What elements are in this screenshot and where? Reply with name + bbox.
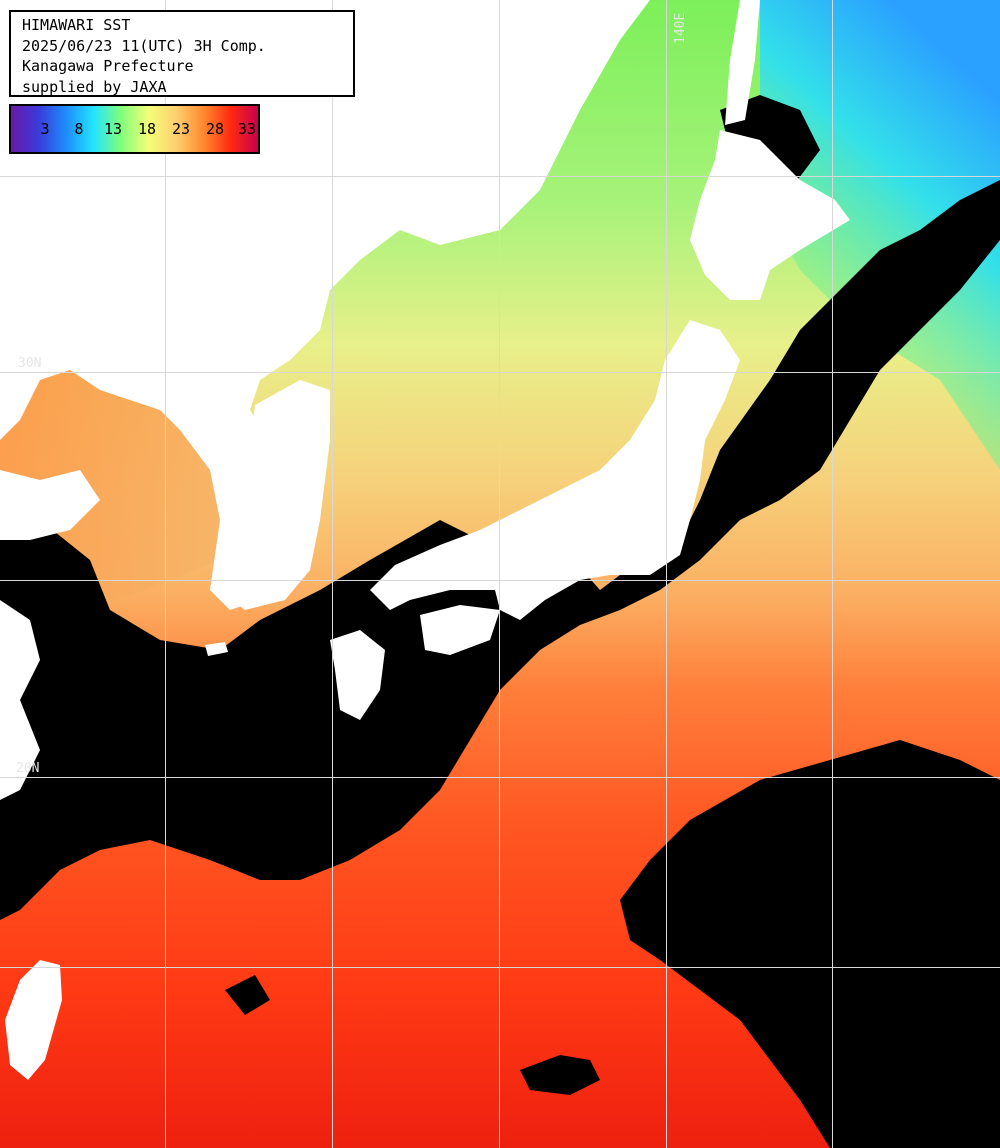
cloud-patch-southwest: [225, 975, 270, 1015]
map-datetime: 2025/06/23 11(UTC) 3H Comp.: [22, 36, 266, 55]
grid-label-140e: 140E: [673, 13, 688, 44]
grid-label-20n: 20N: [16, 761, 39, 776]
color-legend: 3 8 13 18 23 28 33: [9, 104, 260, 154]
legend-tick: 8: [74, 120, 84, 138]
legend-tick: 3: [40, 120, 50, 138]
info-box: HIMAWARI SST 2025/06/23 11(UTC) 3H Comp.…: [9, 10, 355, 97]
shikoku: [420, 605, 500, 655]
legend-tick: 13: [103, 120, 123, 138]
legend-tick: 33: [237, 120, 257, 138]
map-region: Kanagawa Prefecture: [22, 57, 194, 75]
sakhalin: [725, 0, 760, 125]
korean-peninsula: [225, 380, 330, 610]
cold-water-northeast: [760, 0, 1000, 470]
honshu: [370, 320, 740, 620]
map-credit: supplied by JAXA: [22, 77, 167, 96]
jeju-island: [205, 642, 228, 656]
legend-color-bar: [11, 106, 258, 152]
grid-label-30n: 30N: [18, 356, 41, 371]
small-island-north: [400, 128, 425, 165]
cloud-patch-south: [520, 1055, 600, 1095]
hokkaido: [690, 130, 850, 300]
legend-tick: 28: [205, 120, 225, 138]
legend-tick: 23: [171, 120, 191, 138]
grid-labels: 30N 20N 140E: [16, 13, 688, 776]
cloud-southeast-mass: [620, 740, 1000, 1148]
china-coast-south: [0, 600, 40, 800]
map-title: HIMAWARI SST: [22, 16, 131, 34]
legend-tick: 18: [137, 120, 157, 138]
taiwan: [5, 960, 62, 1080]
yellow-sea-coast: [0, 470, 100, 540]
kyushu: [330, 630, 385, 720]
